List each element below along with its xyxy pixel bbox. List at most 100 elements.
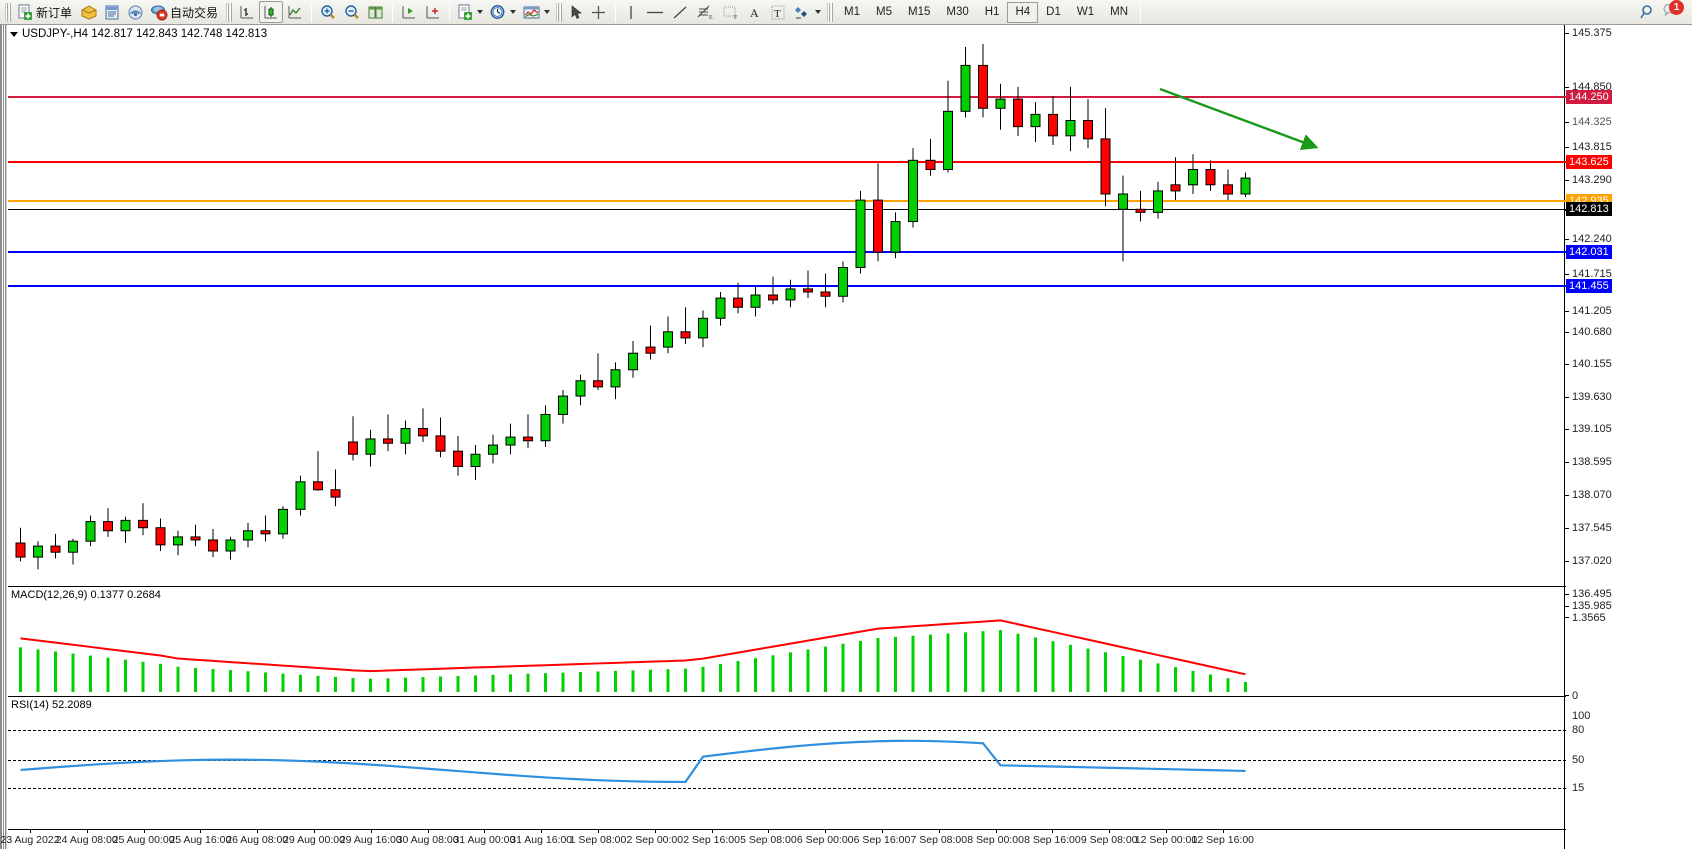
time-axis-label: 24 Aug 08:00: [55, 834, 118, 846]
shapes-button[interactable]: [790, 1, 824, 23]
indicators-button[interactable]: [454, 1, 486, 23]
new-order-button[interactable]: 新订单: [14, 1, 77, 23]
time-axis[interactable]: 23 Aug 2022 24 Aug 08:00 25 Aug 00:00 25 Au…: [1, 829, 1566, 849]
shapes-icon: [795, 6, 808, 18]
chart-canvas[interactable]: USDJPY-,H4 142.817 142.843 142.748 142.8…: [0, 25, 1692, 849]
text-icon: A: [750, 6, 759, 20]
rsi-midline: [8, 760, 1566, 761]
time-axis-label: 8 Sep 16:00: [1024, 834, 1081, 846]
chart-shift-button[interactable]: [397, 1, 421, 23]
data-window-button[interactable]: [101, 1, 124, 23]
expert-advisor-button[interactable]: [77, 1, 101, 23]
price-tick: 141.205: [1572, 305, 1612, 317]
macd-panel[interactable]: MACD(12,26,9) 0.1377 0.2684: [8, 587, 1566, 697]
text-label-icon: T: [771, 5, 785, 20]
time-axis-label: 2 Sep 00:00: [626, 834, 684, 846]
periods-button[interactable]: [486, 1, 519, 23]
level-chip-support-blue-1[interactable]: 142.031: [1566, 245, 1612, 259]
crosshair-button[interactable]: [587, 1, 611, 23]
toolbar-grip-3[interactable]: [556, 2, 563, 22]
rsi-oversold-line: [8, 788, 1566, 789]
time-tick: [86, 830, 88, 833]
price-tick: 145.375: [1572, 27, 1612, 39]
text-button[interactable]: A: [744, 1, 766, 23]
macd-axis-max: 1.3565: [1572, 612, 1606, 624]
timeframe-m15[interactable]: M15: [908, 6, 931, 18]
time-axis-label: 6 Sep 16:00: [853, 834, 911, 846]
search-icon: [1640, 4, 1652, 18]
templates-dropdown-caret[interactable]: [544, 10, 551, 14]
search-button[interactable]: [1635, 1, 1659, 23]
rsi-panel[interactable]: RSI(14) 52.2089: [8, 697, 1566, 807]
periods-dropdown-caret[interactable]: [510, 10, 517, 14]
alert-count-badge: 1: [1669, 0, 1684, 15]
price-tick: 136.495: [1572, 588, 1612, 600]
templates-button[interactable]: [519, 1, 553, 23]
timeframe-m30[interactable]: M30: [946, 6, 969, 18]
horizontal-line-button[interactable]: [642, 1, 668, 23]
time-tick: [882, 830, 883, 833]
timeframe-m5[interactable]: M5: [876, 6, 892, 18]
timeframe-mn[interactable]: MN: [1110, 6, 1128, 18]
autotrading-button[interactable]: 自动交易: [147, 1, 223, 23]
level-line-resistance-crimson[interactable]: [8, 96, 1566, 98]
rsi-axis-80: 80: [1572, 724, 1585, 736]
time-tick: [370, 830, 372, 833]
line-chart-button[interactable]: [283, 1, 307, 23]
bar-chart-button[interactable]: [235, 1, 259, 23]
time-axis-label: 9 Sep 08:00: [1080, 834, 1138, 846]
level-line-resistance-red[interactable]: [8, 161, 1566, 163]
level-chip-resistance-crimson[interactable]: 144.250: [1566, 90, 1612, 104]
price-tick: 139.630: [1572, 391, 1612, 403]
cursor-button[interactable]: [565, 1, 587, 23]
level-line-support-blue-1[interactable]: [8, 251, 1566, 253]
toolbar-grip-2[interactable]: [226, 2, 233, 22]
price-tick: 140.680: [1572, 326, 1612, 338]
alerts-button[interactable]: 1: [1659, 0, 1684, 23]
candlestick-chart-button[interactable]: [259, 1, 284, 23]
timeframe-h4[interactable]: H4: [1007, 1, 1039, 23]
level-chip-current-price: 142.813: [1566, 202, 1612, 216]
toolbar-grip-4[interactable]: [827, 2, 834, 22]
signals-button[interactable]: [124, 1, 147, 23]
time-tick: [768, 830, 770, 833]
periods-icon: [490, 4, 505, 19]
downtrend-arrow[interactable]: [8, 25, 1566, 587]
trendline-button[interactable]: [668, 1, 692, 23]
level-chip-resistance-red[interactable]: 143.625: [1566, 155, 1612, 169]
level-line-pivot-orange[interactable]: [8, 200, 1566, 202]
expert-advisor-icon: [81, 4, 97, 20]
text-label-button[interactable]: T: [766, 1, 790, 23]
time-tick: [1222, 830, 1224, 833]
fibonacci-button[interactable]: E: [692, 1, 718, 23]
level-chip-support-blue-2[interactable]: 141.455: [1566, 279, 1612, 293]
price-tick: 137.545: [1572, 522, 1612, 534]
toolbar-separator-3: [449, 2, 451, 22]
tile-windows-button[interactable]: [364, 1, 388, 23]
signals-icon: [128, 5, 143, 19]
price-panel[interactable]: [8, 25, 1566, 587]
time-tick: [541, 830, 543, 833]
symbol-dropdown-caret[interactable]: [10, 31, 18, 37]
zoom-out-button[interactable]: [340, 1, 364, 23]
shapes-dropdown-caret[interactable]: [815, 10, 822, 14]
vertical-line-button[interactable]: [620, 1, 642, 23]
channel-button[interactable]: F: [718, 1, 744, 23]
price-axis[interactable]: 145.375 144.850 144.325 143.815 143.290 …: [1564, 25, 1692, 849]
timeframe-h1[interactable]: H1: [984, 6, 1000, 18]
zoom-in-button[interactable]: [316, 1, 340, 23]
toolbar-separator-1: [311, 2, 313, 22]
zoom-in-icon: [321, 4, 335, 19]
time-tick: [938, 830, 940, 833]
auto-scroll-button[interactable]: [421, 1, 445, 23]
level-line-support-blue-2[interactable]: [8, 285, 1566, 287]
toolbar-grip[interactable]: [5, 2, 11, 22]
time-tick: [484, 830, 486, 833]
timeframe-m1[interactable]: M1: [844, 6, 861, 18]
indicators-dropdown-caret[interactable]: [477, 10, 484, 14]
time-axis-label: 29 Aug 00:00: [283, 834, 345, 846]
timeframe-w1[interactable]: W1: [1076, 6, 1095, 18]
line-chart-icon: [288, 5, 302, 18]
timeframe-d1[interactable]: D1: [1046, 6, 1061, 18]
time-axis-label: 25 Aug 00:00: [112, 834, 175, 846]
